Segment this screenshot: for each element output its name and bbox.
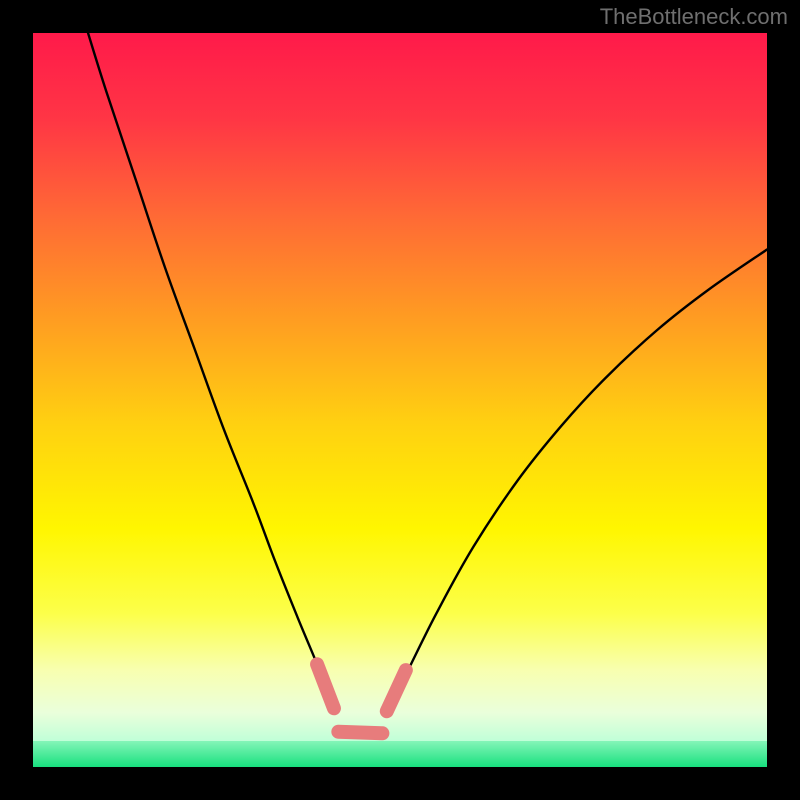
curve-layer [33,33,767,767]
curve-left-branch [88,33,334,707]
highlight-valley-floor [338,732,382,733]
plot-frame [33,33,767,767]
highlight-right-ascender [387,670,406,711]
highlight-left-descender [317,664,334,708]
chart-container: TheBottleneck.com [0,0,800,800]
curve-right-branch [389,250,767,709]
watermark-text: TheBottleneck.com [600,4,788,30]
